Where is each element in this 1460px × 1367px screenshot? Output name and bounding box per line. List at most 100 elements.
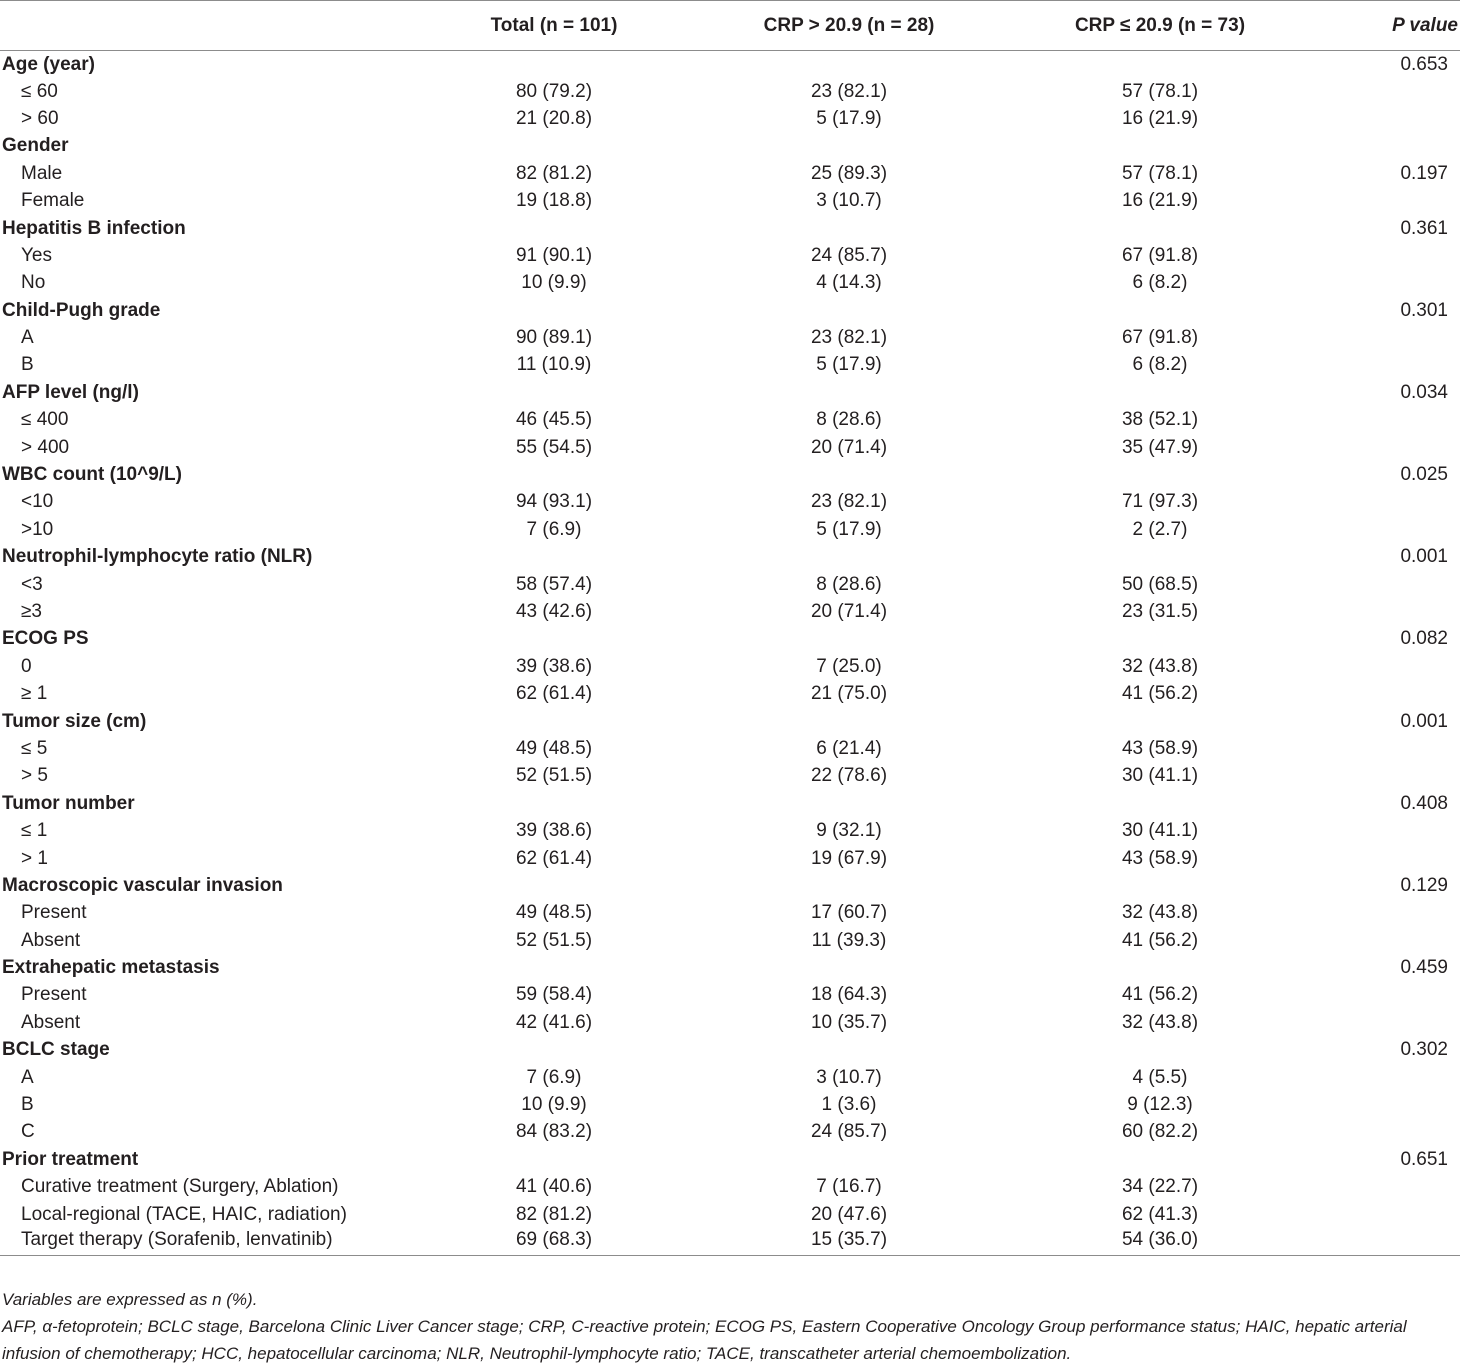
table-row: ≤ 1 39 (38.6) 9 (32.1) 30 (41.1) <box>0 817 1460 844</box>
row-label: Curative treatment (Surgery, Ablation) <box>21 1176 339 1198</box>
table-group-row: Prior treatment 0.651 <box>0 1146 1460 1173</box>
row-label: Prior treatment <box>2 1148 139 1170</box>
cell-crp-low: 6 (8.2) <box>1132 354 1188 376</box>
cell-p-value: 0.025 <box>1400 464 1448 486</box>
cell-crp-low: 57 (78.1) <box>1121 162 1199 184</box>
table-group-row: ECOG PS 0.082 <box>0 626 1460 653</box>
cell-p-value: 0.651 <box>1400 1148 1448 1170</box>
cell-total <box>400 872 708 899</box>
table-row: B 10 (9.9) 1 (3.6) 9 (12.3) <box>0 1091 1460 1118</box>
cell-crp-high: 24 (85.7) <box>810 244 888 266</box>
cell-crp-low <box>990 133 1330 160</box>
cell-crp-high: 23 (82.1) <box>810 80 888 102</box>
cell-crp-high <box>708 708 990 735</box>
cell-total: 19 (18.8) <box>515 190 593 212</box>
table-group-row: Neutrophil-lymphocyte ratio (NLR) 0.001 <box>0 544 1460 571</box>
row-label: Tumor number <box>2 792 135 814</box>
table-group-row: Tumor size (cm) 0.001 <box>0 708 1460 735</box>
cell-crp-low: 41 (56.2) <box>1121 984 1199 1006</box>
table-group-row: Gender <box>0 133 1460 160</box>
cell-crp-low: 41 (56.2) <box>1121 683 1199 705</box>
cell-total: 49 (48.5) <box>515 902 593 924</box>
cell-crp-low <box>990 708 1330 735</box>
table-group-row: Tumor number 0.408 <box>0 790 1460 817</box>
cell-p-value <box>1330 78 1460 105</box>
cell-p-value <box>1330 1201 1460 1228</box>
row-label: Local-regional (TACE, HAIC, radiation) <box>21 1203 347 1225</box>
row-label: BCLC stage <box>2 1039 110 1061</box>
cell-total: 7 (6.9) <box>526 518 582 540</box>
cell-crp-high: 5 (17.9) <box>816 107 882 129</box>
row-label: Child-Pugh grade <box>2 299 161 321</box>
cell-p-value <box>1330 927 1460 954</box>
cell-crp-high <box>708 790 990 817</box>
cell-crp-low: 16 (21.9) <box>1121 107 1199 129</box>
table-body: Age (year) 0.653 ≤ 60 80 (79.2) 23 (82.1) 57 … <box>0 51 1460 1257</box>
cell-crp-high: 17 (60.7) <box>810 902 888 924</box>
table-group-row: BCLC stage 0.302 <box>0 1037 1460 1064</box>
table-row: Target therapy (Sorafenib, lenvatinib) 69… <box>0 1228 1460 1257</box>
row-label: ≥3 <box>21 601 42 622</box>
cell-crp-low: 6 (8.2) <box>1132 272 1188 294</box>
cell-total <box>400 954 708 981</box>
cell-crp-low <box>990 215 1330 242</box>
row-label: ≤ 60 <box>21 80 58 102</box>
cell-p-value: 0.034 <box>1400 381 1448 403</box>
cell-p-value <box>1330 982 1460 1009</box>
cell-crp-low: 32 (43.8) <box>1121 655 1199 677</box>
cell-p-value <box>1330 434 1460 461</box>
cell-p-value: 0.129 <box>1400 874 1448 896</box>
cell-p-value <box>1330 1174 1460 1201</box>
row-label: C <box>21 1121 35 1143</box>
cell-p-value: 0.197 <box>1400 162 1448 184</box>
table-row: <10 94 (93.1) 23 (82.1) 71 (97.3) <box>0 489 1460 516</box>
cell-crp-high: 18 (64.3) <box>810 984 888 1006</box>
cell-crp-low: 9 (12.3) <box>1127 1094 1193 1116</box>
header-total: Total (n = 101) <box>400 0 708 51</box>
row-label: > 1 <box>21 847 48 869</box>
cell-crp-high: 8 (28.6) <box>816 409 882 431</box>
table-row: >10 7 (6.9) 5 (17.9) 2 (2.7) <box>0 516 1460 543</box>
row-label: Male <box>21 162 63 184</box>
cell-p-value <box>1330 817 1460 844</box>
baseline-characteristics-table: Total (n = 101) CRP > 20.9 (n = 28) CRP … <box>0 0 1460 1257</box>
cell-crp-low: 32 (43.8) <box>1121 902 1199 924</box>
footnote-abbreviations: AFP, α-fetoprotein; BCLC stage, Barcelon… <box>2 1317 1407 1363</box>
cell-crp-low: 16 (21.9) <box>1121 190 1199 212</box>
cell-total: 52 (51.5) <box>515 929 593 951</box>
cell-crp-high: 23 (82.1) <box>810 327 888 349</box>
header-crp-high: CRP > 20.9 (n = 28) <box>708 0 990 51</box>
row-label: Present <box>21 902 87 924</box>
table-row: No 10 (9.9) 4 (14.3) 6 (8.2) <box>0 270 1460 297</box>
cell-p-value <box>1330 516 1460 543</box>
cell-crp-high: 9 (32.1) <box>816 820 882 842</box>
cell-p-value <box>1330 187 1460 214</box>
table-row: ≤ 400 46 (45.5) 8 (28.6) 38 (52.1) <box>0 407 1460 434</box>
row-label: 0 <box>21 655 32 677</box>
cell-p-value <box>1330 1009 1460 1036</box>
row-label: Tumor size (cm) <box>2 710 147 732</box>
table-group-row: WBC count (10^9/L) 0.025 <box>0 461 1460 488</box>
row-label: Female <box>21 190 85 212</box>
cell-crp-high: 23 (82.1) <box>810 491 888 513</box>
cell-crp-low: 50 (68.5) <box>1121 573 1199 595</box>
cell-crp-low: 43 (58.9) <box>1121 737 1199 759</box>
row-label: > 5 <box>21 765 48 787</box>
row-label: Age (year) <box>2 54 95 76</box>
cell-crp-low: 60 (82.2) <box>1121 1121 1199 1143</box>
cell-crp-high <box>708 1146 990 1173</box>
cell-crp-low: 30 (41.1) <box>1121 765 1199 787</box>
cell-crp-low <box>990 51 1330 78</box>
cell-crp-high: 24 (85.7) <box>810 1121 888 1143</box>
table-row: Present 59 (58.4) 18 (64.3) 41 (56.2) <box>0 982 1460 1009</box>
header-p-value: P value <box>1330 0 1460 51</box>
cell-crp-low: 32 (43.8) <box>1121 1011 1199 1033</box>
cell-crp-low: 30 (41.1) <box>1121 820 1199 842</box>
cell-crp-high: 6 (21.4) <box>816 737 882 759</box>
cell-p-value: 0.302 <box>1400 1039 1448 1061</box>
table-group-row: Macroscopic vascular invasion 0.129 <box>0 872 1460 899</box>
table-group-row: Extrahepatic metastasis 0.459 <box>0 954 1460 981</box>
cell-total <box>400 708 708 735</box>
cell-total <box>400 215 708 242</box>
cell-crp-high: 1 (3.6) <box>821 1094 877 1116</box>
